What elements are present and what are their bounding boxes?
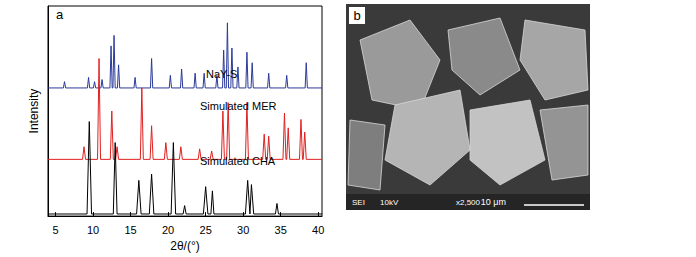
svg-text:25: 25 bbox=[200, 224, 212, 236]
svg-text:b: b bbox=[353, 8, 360, 23]
svg-text:10 μm: 10 μm bbox=[481, 197, 506, 207]
svg-text:10kV: 10kV bbox=[380, 198, 399, 207]
svg-text:40: 40 bbox=[312, 224, 324, 236]
svg-text:10: 10 bbox=[87, 224, 99, 236]
svg-text:a: a bbox=[56, 7, 64, 22]
svg-text:35: 35 bbox=[275, 224, 287, 236]
svg-text:Simulated CHA: Simulated CHA bbox=[200, 155, 276, 167]
svg-text:x2,500: x2,500 bbox=[456, 198, 481, 207]
svg-text:NaY-S: NaY-S bbox=[206, 68, 237, 80]
svg-text:5: 5 bbox=[52, 224, 58, 236]
svg-text:2θ/(°): 2θ/(°) bbox=[170, 239, 199, 253]
svg-text:Intensity: Intensity bbox=[27, 89, 41, 134]
svg-text:30: 30 bbox=[237, 224, 249, 236]
svg-text:15: 15 bbox=[124, 224, 136, 236]
svg-text:SEI: SEI bbox=[352, 198, 365, 207]
svg-text:Simulated MER: Simulated MER bbox=[200, 100, 276, 112]
svg-text:20: 20 bbox=[162, 224, 174, 236]
